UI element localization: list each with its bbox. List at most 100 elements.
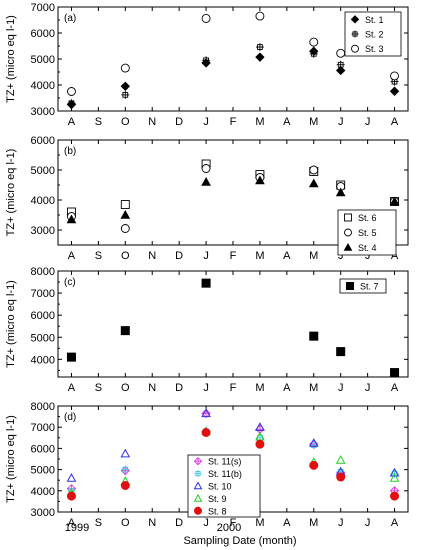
legend: St. 7 xyxy=(339,278,387,294)
y-axis-label: TZ+ (micro eq l-1) xyxy=(5,149,17,237)
data-point-st-10 xyxy=(308,438,319,447)
x-tick-label: M xyxy=(309,382,318,394)
data-point-st-9 xyxy=(389,473,400,482)
x-tick-label: J xyxy=(203,382,209,394)
x-tick-label: M xyxy=(309,116,318,128)
data-point-st-5 xyxy=(201,164,211,173)
panel-label: (d) xyxy=(64,412,76,423)
y-tick-label: 4000 xyxy=(31,195,55,207)
x-tick-label: O xyxy=(121,382,130,394)
data-point-st-2 xyxy=(121,90,130,99)
x-tick-label: J xyxy=(365,517,371,529)
legend-marker xyxy=(193,456,203,466)
x-tick-label: D xyxy=(175,517,183,529)
data-point-st-11-b- xyxy=(309,441,318,450)
legend-marker xyxy=(351,44,359,53)
legend-label: St. 1 xyxy=(365,15,384,25)
data-point-st-10 xyxy=(66,473,77,482)
x-tick-label: J xyxy=(365,116,371,128)
data-point-st-8 xyxy=(390,491,400,501)
y-tick-label: 3000 xyxy=(31,225,55,237)
data-point-st-7 xyxy=(201,278,211,288)
y-tick-label: 4000 xyxy=(31,80,55,92)
y-tick-label: 6000 xyxy=(31,135,55,147)
data-point-st-10 xyxy=(120,448,131,458)
data-point-st-3 xyxy=(67,87,76,96)
legend: St. 1 St. 2 St. 3 xyxy=(344,11,402,57)
y-tick-label: 8000 xyxy=(31,266,55,278)
data-point-st-4 xyxy=(335,187,346,197)
data-point-st-9 xyxy=(335,455,346,464)
legend-marker xyxy=(193,493,203,502)
legend-marker xyxy=(350,15,360,24)
year-label-2000: 2000 xyxy=(217,522,241,534)
x-tick-label: O xyxy=(121,517,130,529)
x-tick-label: N xyxy=(148,250,156,262)
legend-label: St. 11(b) xyxy=(208,469,242,479)
data-point-st-1 xyxy=(389,86,400,96)
panel-c: 4000 5000 6000 7000 8000 A S O N D J F M A M J J A TZ+ (mi… xyxy=(5,266,409,394)
legend-label: St. 9 xyxy=(208,494,227,504)
x-tick-label: M xyxy=(255,116,264,128)
x-tick-label: D xyxy=(175,250,183,262)
x-tick-label: N xyxy=(148,517,156,529)
year-label-1999: 1999 xyxy=(65,522,89,534)
x-tick-label: A xyxy=(391,250,399,262)
y-tick-label: 7000 xyxy=(31,422,55,434)
legend: St. 11(s) St. 11(b) St. 10 St. 9 St. 8 xyxy=(187,454,261,518)
data-point-st-10 xyxy=(255,422,265,431)
data-point-st-3 xyxy=(255,11,265,21)
data-point-st-4 xyxy=(308,178,319,188)
legend-label: St. 2 xyxy=(365,30,384,40)
x-tick-label: F xyxy=(230,116,237,128)
data-point-st-11-b- xyxy=(121,465,130,474)
x-tick-label: J xyxy=(203,116,209,128)
legend-label: St. 4 xyxy=(358,243,377,253)
x-tick-label: N xyxy=(148,382,156,394)
panel-label: (a) xyxy=(64,13,76,24)
x-tick-label: S xyxy=(95,250,102,262)
data-point-st-2 xyxy=(67,99,76,108)
x-tick-label: O xyxy=(121,116,130,128)
x-tick-label: A xyxy=(283,517,291,529)
x-tick-label: F xyxy=(230,250,237,262)
data-point-st-5 xyxy=(120,224,130,233)
x-tick-label: J xyxy=(203,517,209,529)
y-tick-label: 3000 xyxy=(31,507,55,519)
x-tick-label: O xyxy=(121,250,130,262)
x-tick-label: M xyxy=(309,250,318,262)
data-point-st-2 xyxy=(202,56,211,65)
legend-label: St. 5 xyxy=(358,228,377,238)
data-point-st-4 xyxy=(120,209,131,219)
y-tick-label: 4000 xyxy=(31,486,55,498)
data-point-st-8 xyxy=(255,439,265,449)
data-point-st-10 xyxy=(201,408,211,418)
data-point-st-8 xyxy=(201,428,211,437)
data-point-st-4 xyxy=(66,214,77,224)
data-point-st-10 xyxy=(389,467,400,477)
data-point-st-4 xyxy=(201,176,211,186)
y-tick-label: 7000 xyxy=(31,288,55,300)
x-tick-label: A xyxy=(68,116,76,128)
x-tick-label: A xyxy=(283,116,291,128)
data-point-st-1 xyxy=(335,65,346,76)
x-tick-label: A xyxy=(391,382,399,394)
panel-a: 3000 4000 5000 6000 7000 A S O N D J F M A M J J A TZ+ (mi… xyxy=(5,2,409,128)
legend-marker xyxy=(194,506,202,515)
y-tick-label: 5000 xyxy=(31,332,55,344)
x-tick-label: M xyxy=(255,517,264,529)
data-point-st-7 xyxy=(309,331,319,341)
legend-label: St. 6 xyxy=(358,213,377,223)
x-tick-label: S xyxy=(95,382,102,394)
legend-marker xyxy=(344,213,352,222)
y-tick-label: 5000 xyxy=(31,465,55,477)
data-point-st-7 xyxy=(120,326,130,336)
x-tick-label: J xyxy=(338,382,344,394)
x-tick-label: A xyxy=(283,250,291,262)
x-tick-label: M xyxy=(255,382,264,394)
y-axis-label: TZ+ (micro eq l-1) xyxy=(5,415,17,503)
x-tick-label: J xyxy=(365,382,371,394)
y-tick-label: 6000 xyxy=(31,28,55,40)
x-tick-label: A xyxy=(68,517,76,529)
